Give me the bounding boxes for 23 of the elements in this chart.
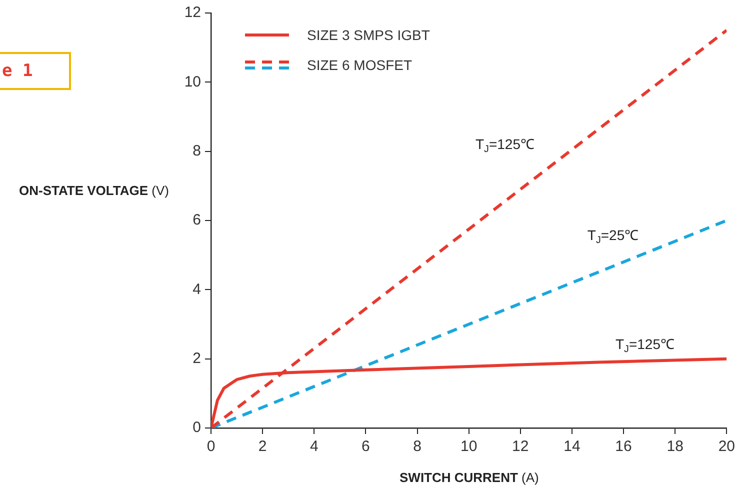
text: e 1: [0, 52, 71, 90]
y-axis-title: ON-STATE VOLTAGE (V): [19, 183, 169, 198]
y-tick-label: 8: [192, 142, 201, 160]
x-tick-label: 0: [206, 438, 216, 456]
y-tick-label: 10: [184, 73, 201, 90]
legend-label: SIZE 3 SMPS IGBT: [307, 27, 430, 43]
x-tick-label: 12: [512, 438, 529, 456]
x-tick-label: 8: [413, 438, 422, 456]
x-tick-label: 6: [362, 438, 370, 456]
x-tick-label: 16: [615, 438, 632, 456]
y-tick-label: 0: [192, 419, 201, 436]
x-tick-label: 10: [460, 438, 478, 456]
x-tick-label: 4: [310, 438, 318, 456]
x-tick-label: 2: [258, 438, 267, 456]
legend-label: SIZE 6 MOSFET: [307, 57, 412, 73]
x-tick-label: 18: [666, 438, 684, 456]
x-axis-title: SWITCH CURRENT (A): [400, 470, 539, 485]
x-tick-label: 14: [564, 438, 580, 456]
x-tick-label: 20: [718, 438, 735, 456]
y-tick-label: 12: [184, 4, 201, 22]
y-tick-label: 6: [192, 212, 201, 229]
y-tick-label: 4: [192, 280, 201, 298]
y-tick-label: 2: [192, 350, 201, 367]
